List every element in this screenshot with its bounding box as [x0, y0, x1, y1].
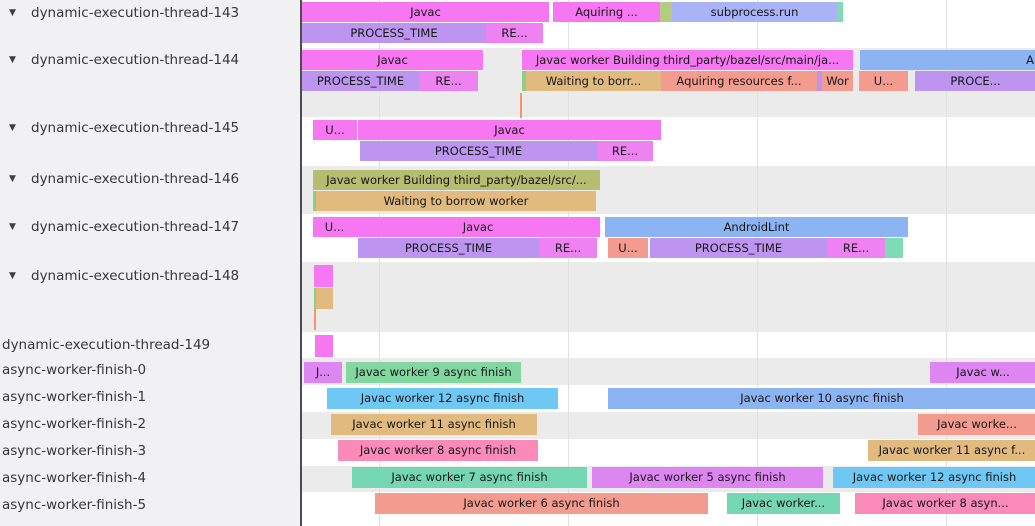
trace-event-bar[interactable]: PROCESS_TIME: [302, 71, 419, 91]
trace-event-bar[interactable]: Javac worker 12 async finish: [833, 467, 1035, 488]
gridline: [757, 0, 758, 526]
track-name: dynamic-execution-thread-144: [31, 52, 240, 68]
instant-event-tick[interactable]: [314, 309, 316, 330]
trace-event-bar[interactable]: PROCE...: [915, 71, 1035, 91]
collapse-arrow-icon[interactable]: ▼: [9, 174, 16, 184]
collapse-arrow-icon[interactable]: ▼: [9, 8, 16, 18]
trace-event-bar[interactable]: [315, 335, 333, 357]
trace-event-bar[interactable]: RE...: [419, 71, 478, 91]
sidebar-track-row: async-worker-finish-2: [0, 416, 300, 436]
trace-event-bar[interactable]: Javac worker 8 asyn...: [855, 493, 1035, 514]
timeline-canvas[interactable]: Javac Aquiring ... subprocess.run PROCESS_T…: [302, 0, 1035, 526]
track-name: async-worker-finish-1: [2, 389, 147, 405]
trace-event-bar[interactable]: Javac worker Building third_party/bazel/…: [522, 50, 853, 70]
trace-event-bar[interactable]: Javac worker 5 async finish: [592, 467, 823, 488]
track-name: dynamic-execution-thread-143: [31, 5, 240, 21]
sidebar-track-row: ▼ dynamic-execution-thread-147: [0, 219, 300, 239]
trace-event-bar[interactable]: [817, 71, 822, 91]
trace-event-bar[interactable]: PROCESS_TIME: [302, 23, 486, 43]
trace-event-bar[interactable]: Javac worker 11 async finish: [331, 414, 537, 435]
track-name: dynamic-execution-thread-149: [2, 337, 211, 353]
trace-event-bar[interactable]: Waiting to borr...: [526, 71, 661, 91]
trace-event-bar[interactable]: [314, 265, 333, 287]
trace-event-bar[interactable]: Javac w...: [930, 362, 1035, 383]
track-name: dynamic-execution-thread-146: [31, 171, 240, 187]
sidebar-track-row: ▼ dynamic-execution-thread-144: [0, 52, 300, 72]
trace-event-bar[interactable]: RE...: [827, 238, 885, 258]
sidebar-track-row: async-worker-finish-1: [0, 389, 300, 409]
track-name: dynamic-execution-thread-147: [31, 219, 240, 235]
trace-event-bar[interactable]: Javac worker 11 async f...: [868, 440, 1035, 461]
collapse-arrow-icon[interactable]: ▼: [9, 123, 16, 133]
gridline: [379, 0, 380, 526]
trace-event-bar[interactable]: Aquiring resources f...: [661, 71, 817, 91]
trace-event-bar[interactable]: Javac worker Building third_party/bazel/…: [313, 170, 600, 190]
trace-event-bar[interactable]: Javac: [356, 217, 600, 237]
trace-event-bar[interactable]: Javac worke...: [918, 414, 1035, 435]
trace-event-bar[interactable]: A: [860, 50, 1035, 70]
trace-event-bar[interactable]: U...: [608, 238, 648, 258]
trace-event-bar[interactable]: [885, 238, 903, 258]
trace-event-bar[interactable]: Javac: [302, 2, 549, 22]
trace-event-bar[interactable]: subprocess.run: [672, 2, 837, 22]
trace-event-bar[interactable]: [314, 288, 316, 309]
trace-event-bar[interactable]: [660, 2, 672, 22]
sidebar-track-row: ▼ dynamic-execution-thread-143: [0, 5, 300, 25]
trace-event-bar[interactable]: Waiting to borrow worker: [316, 191, 596, 211]
sidebar-track-row: ▼ dynamic-execution-thread-148: [0, 268, 300, 288]
track-name: async-worker-finish-3: [2, 443, 147, 459]
sidebar-track-row: async-worker-finish-5: [0, 497, 300, 517]
sidebar-track-row: async-worker-finish-4: [0, 470, 300, 490]
trace-event-bar[interactable]: U...: [313, 120, 357, 140]
sidebar-track-row: async-worker-finish-0: [0, 362, 300, 382]
trace-event-bar[interactable]: Javac worker 6 async finish: [375, 493, 708, 514]
track-name: dynamic-execution-thread-145: [31, 120, 240, 136]
trace-event-bar[interactable]: Javac worker 9 async finish: [346, 362, 521, 383]
track-lane: [302, 262, 1035, 332]
gridline: [946, 0, 947, 526]
trace-event-bar[interactable]: PROCESS_TIME: [650, 238, 827, 258]
trace-event-bar[interactable]: [316, 288, 333, 309]
trace-event-bar[interactable]: PROCESS_TIME: [358, 238, 539, 258]
trace-event-bar[interactable]: Javac worker 10 async finish: [608, 388, 1035, 409]
collapse-arrow-icon[interactable]: ▼: [9, 271, 16, 281]
instant-event-tick[interactable]: [520, 93, 522, 118]
sidebar-track-row: ▼ dynamic-execution-thread-146: [0, 171, 300, 191]
collapse-arrow-icon[interactable]: ▼: [9, 55, 16, 65]
trace-event-bar[interactable]: U...: [313, 217, 356, 237]
trace-event-bar[interactable]: RE...: [539, 238, 597, 258]
trace-event-bar[interactable]: U...: [859, 71, 908, 91]
track-name: async-worker-finish-4: [2, 470, 147, 486]
trace-event-bar[interactable]: Javac: [302, 50, 483, 70]
trace-event-bar[interactable]: RE...: [597, 141, 653, 161]
trace-event-bar[interactable]: Wor: [822, 71, 853, 91]
trace-event-bar[interactable]: Aquiring ...: [553, 2, 660, 22]
collapse-arrow-icon[interactable]: ▼: [9, 222, 16, 232]
trace-event-bar[interactable]: Javac worker 8 async finish: [338, 440, 538, 461]
track-sidebar: ▼ dynamic-execution-thread-143 ▼ dynamic-ex…: [0, 0, 302, 526]
trace-event-bar[interactable]: Javac: [358, 120, 661, 140]
trace-event-bar[interactable]: Javac worker 7 async finish: [352, 467, 587, 488]
trace-event-bar[interactable]: RE...: [486, 23, 543, 43]
trace-event-bar[interactable]: [522, 71, 526, 91]
trace-event-bar[interactable]: Javac worker 12 async finish: [327, 388, 558, 409]
sidebar-track-row: dynamic-execution-thread-149: [0, 337, 300, 357]
trace-event-bar[interactable]: [313, 191, 316, 211]
trace-event-bar[interactable]: PROCESS_TIME: [360, 141, 597, 161]
track-name: async-worker-finish-0: [2, 362, 147, 378]
trace-event-bar[interactable]: [837, 2, 843, 22]
track-name: async-worker-finish-5: [2, 497, 147, 513]
trace-event-bar[interactable]: AndroidLint: [605, 217, 908, 237]
trace-event-bar[interactable]: Javac worker...: [727, 493, 840, 514]
track-lane: [302, 332, 1035, 358]
trace-event-bar[interactable]: J...: [304, 362, 342, 383]
sidebar-track-row: async-worker-finish-3: [0, 443, 300, 463]
sidebar-track-row: ▼ dynamic-execution-thread-145: [0, 120, 300, 140]
gridline: [568, 0, 569, 526]
track-name: async-worker-finish-2: [2, 416, 147, 432]
track-name: dynamic-execution-thread-148: [31, 268, 240, 284]
